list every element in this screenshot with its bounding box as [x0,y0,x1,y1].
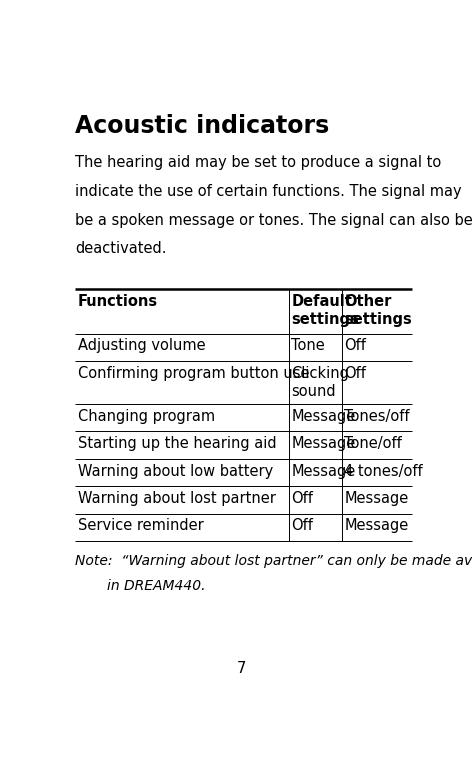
Text: Functions: Functions [78,293,158,309]
Text: Acoustic indicators: Acoustic indicators [76,114,330,138]
Text: Message: Message [291,437,355,451]
Text: Off: Off [344,338,366,354]
Text: Tone: Tone [291,338,325,354]
Text: Off: Off [344,366,366,381]
Text: Confirming program button use: Confirming program button use [78,366,309,381]
Text: Note:  “Warning about lost partner” can only be made available: Note: “Warning about lost partner” can o… [76,554,472,568]
Text: The hearing aid may be set to produce a signal to: The hearing aid may be set to produce a … [76,156,442,170]
Text: Service reminder: Service reminder [78,519,203,533]
Text: be a spoken message or tones. The signal can also be: be a spoken message or tones. The signal… [76,213,472,228]
Text: Message: Message [344,491,408,506]
Text: Adjusting volume: Adjusting volume [78,338,205,354]
Text: indicate the use of certain functions. The signal may: indicate the use of certain functions. T… [76,184,462,199]
Text: 7: 7 [237,661,246,676]
Text: Message: Message [291,464,355,478]
Text: 4 tones/off: 4 tones/off [344,464,423,478]
Text: Message: Message [291,409,355,423]
Text: Default
settings: Default settings [291,293,359,327]
Text: Warning about lost partner: Warning about lost partner [78,491,276,506]
Text: Starting up the hearing aid: Starting up the hearing aid [78,437,276,451]
Text: Off: Off [291,519,313,533]
Text: in DREAM440.: in DREAM440. [107,579,205,593]
Text: Off: Off [291,491,313,506]
Text: Other
settings: Other settings [344,293,412,327]
Text: Tone/off: Tone/off [344,437,402,451]
Text: deactivated.: deactivated. [76,241,167,256]
Text: Changing program: Changing program [78,409,215,423]
Text: Warning about low battery: Warning about low battery [78,464,273,478]
Text: Clicking
sound: Clicking sound [291,366,349,399]
Text: Message: Message [344,519,408,533]
Text: Tones/off: Tones/off [344,409,410,423]
